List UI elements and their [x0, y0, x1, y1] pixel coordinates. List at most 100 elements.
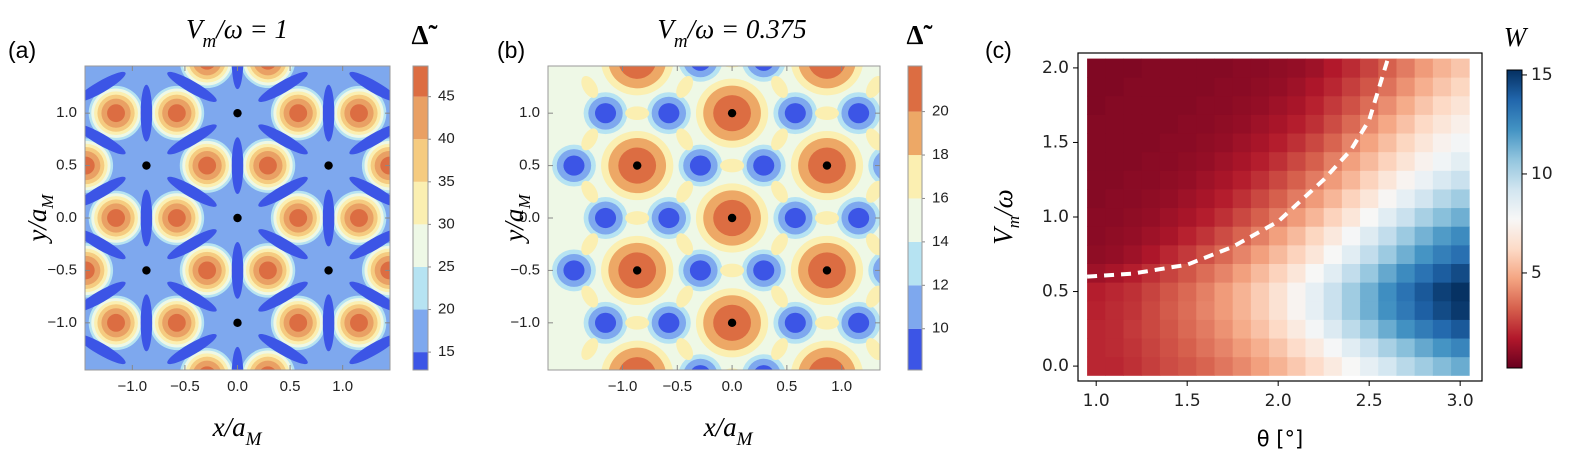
heatmap-cell [1305, 356, 1325, 376]
lattice-dot [324, 161, 333, 170]
lattice-dot [727, 213, 737, 223]
contour-region [231, 66, 244, 90]
heatmap-cell [1451, 263, 1470, 283]
heatmap-cell [1141, 95, 1161, 115]
contour-region [676, 180, 694, 203]
heatmap-cell [1451, 77, 1470, 97]
colorbar-label: W [1504, 22, 1529, 52]
x-axis-label-part: x/a [703, 412, 737, 442]
heatmap-cell [1323, 114, 1343, 134]
heatmap-cell [1432, 58, 1452, 78]
heatmap-cell [1432, 263, 1452, 283]
lattice-dot [632, 266, 642, 275]
heatmap-cell [1196, 244, 1215, 264]
heatmap-cell [1451, 282, 1470, 302]
contour-region [625, 211, 650, 225]
heatmap-cell [1432, 95, 1452, 115]
heatmap-cell [1360, 356, 1379, 376]
heatmap-cell [1269, 58, 1288, 78]
contour-region [865, 180, 880, 203]
contour-region [771, 128, 788, 151]
plot-area [85, 66, 390, 370]
colorbar [1506, 69, 1523, 369]
heatmap-cell [1269, 95, 1288, 115]
contour-region [258, 156, 277, 175]
contour-region [199, 366, 215, 370]
heatmap-cell [1396, 114, 1416, 134]
lattice-dot [727, 108, 737, 118]
heatmap-cell [1323, 77, 1343, 97]
colorbar-band [908, 285, 922, 329]
heatmap-cell [1305, 338, 1325, 358]
heatmap-cell [1451, 244, 1470, 264]
contour-region [254, 66, 282, 76]
lattice-dot [142, 161, 151, 170]
heatmap-cell [1196, 300, 1215, 320]
heatmap-cell [1287, 263, 1306, 283]
x-tick-label: 3.0 [1447, 391, 1474, 411]
colorbar-label: Δ̃ [412, 20, 438, 50]
heatmap-cell [1232, 189, 1252, 209]
heatmap-cell [1141, 133, 1161, 153]
heatmap-cell [1196, 151, 1215, 171]
heatmap-cell [1178, 189, 1197, 209]
heatmap-cell [1396, 95, 1416, 115]
contour-region [753, 155, 775, 176]
heatmap-cell [1141, 114, 1161, 134]
heatmap-cell [1178, 77, 1197, 97]
heatmap-cell [1396, 319, 1416, 339]
heatmap-cell [1305, 58, 1325, 78]
heatmap-cell [1432, 77, 1452, 97]
heatmap-cell [1305, 151, 1325, 171]
contour-region [865, 128, 880, 151]
heatmap-cell [1414, 170, 1434, 190]
heatmap-cell [1196, 189, 1215, 209]
heatmap-cell [1287, 300, 1306, 320]
contour-region [258, 333, 308, 365]
heatmap-cell [1141, 207, 1161, 227]
heatmap-cell [1396, 77, 1416, 97]
heatmap-cell [1232, 95, 1252, 115]
heatmap-cell [1250, 226, 1270, 246]
heatmap-cell [1087, 95, 1106, 115]
heatmap-cell [1378, 319, 1397, 339]
lattice-dot [233, 318, 242, 328]
heatmap-cell [1178, 282, 1197, 302]
heatmap-cell [1250, 300, 1270, 320]
heatmap-cell [1323, 356, 1343, 376]
heatmap-cell [1269, 356, 1288, 376]
heatmap-cell [1196, 319, 1215, 339]
contour-region [581, 75, 599, 98]
heatmap-cell [1178, 244, 1197, 264]
heatmap-cell [1378, 133, 1397, 153]
contour-region [676, 75, 694, 98]
contour-region [676, 285, 694, 308]
contour-region [260, 66, 276, 70]
contour-region [684, 358, 717, 370]
contour-region [581, 128, 599, 151]
heatmap-cell [1087, 58, 1106, 78]
contour-region [193, 66, 221, 76]
heatmap-cell [1341, 263, 1361, 283]
y-tick-label: −0.5 [47, 261, 77, 278]
heatmap-cell [1232, 77, 1252, 97]
colorbar-band [908, 66, 922, 112]
colorbar-band [413, 266, 428, 310]
colorbar-tick-label: 20 [932, 103, 949, 120]
colorbar-tick-label: 45 [438, 88, 455, 105]
colorbar-tick-label: 14 [932, 233, 949, 250]
heatmap-cell [1159, 244, 1179, 264]
panel-title-part: V [657, 14, 677, 44]
contour-region [350, 209, 368, 227]
heatmap-cell [1414, 58, 1434, 78]
heatmap-cell [1105, 170, 1124, 190]
contour-region [798, 66, 856, 89]
heatmap-cell [1378, 282, 1397, 302]
heatmap-cell [1323, 133, 1343, 153]
heatmap-cell [1414, 95, 1434, 115]
contour-region [140, 189, 153, 247]
heatmap-cell [1305, 300, 1325, 320]
heatmap-cell [1269, 77, 1288, 97]
x-axis-label: x/aM [212, 412, 263, 450]
heatmap-cell [1087, 282, 1106, 302]
